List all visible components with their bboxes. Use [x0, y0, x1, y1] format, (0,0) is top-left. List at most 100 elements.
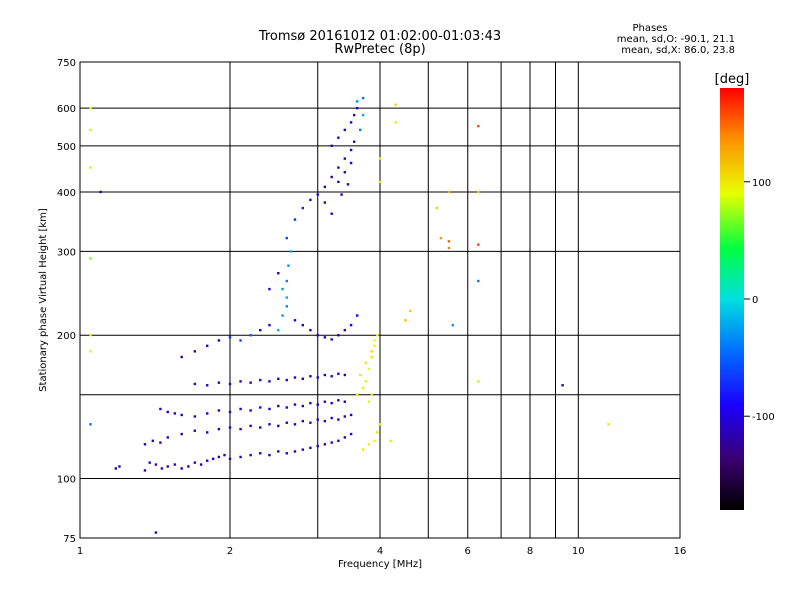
- data-point: [316, 376, 319, 379]
- data-point: [293, 450, 297, 453]
- data-point: [228, 336, 232, 339]
- x-tick-label: 8: [527, 546, 533, 557]
- data-point: [193, 429, 197, 432]
- data-point: [217, 381, 221, 384]
- data-point: [376, 431, 379, 434]
- data-point: [114, 467, 118, 470]
- data-point: [180, 355, 183, 359]
- data-point: [89, 334, 92, 337]
- data-point: [355, 393, 359, 396]
- data-point: [373, 439, 376, 443]
- data-point: [89, 257, 92, 260]
- data-point: [228, 457, 232, 461]
- data-point: [361, 96, 365, 100]
- data-point: [367, 443, 371, 446]
- data-point: [316, 444, 319, 448]
- data-point: [370, 350, 373, 353]
- data-point: [289, 250, 293, 253]
- data-point: [439, 236, 443, 240]
- data-point: [323, 373, 327, 377]
- data-point: [285, 452, 288, 455]
- data-point: [355, 106, 359, 110]
- data-point: [337, 166, 340, 169]
- data-point: [337, 334, 340, 337]
- data-point: [477, 380, 480, 383]
- data-point: [607, 423, 610, 426]
- data-point: [166, 410, 169, 414]
- data-point: [259, 378, 262, 382]
- data-point: [376, 334, 379, 337]
- data-point: [259, 426, 262, 429]
- data-point: [285, 421, 288, 424]
- data-point: [447, 190, 451, 194]
- x-tick-label: 1: [77, 546, 83, 557]
- data-point: [285, 406, 288, 409]
- data-point: [373, 344, 376, 348]
- data-point: [217, 409, 221, 412]
- data-point: [330, 338, 333, 341]
- y-tick-label: 500: [57, 142, 76, 153]
- data-point: [394, 103, 397, 106]
- data-point: [205, 344, 209, 348]
- data-point: [343, 171, 347, 174]
- data-point: [352, 113, 356, 117]
- data-point: [193, 461, 197, 464]
- data-point: [193, 382, 197, 386]
- data-point: [239, 407, 242, 411]
- x-axis-label: Frequency [MHz]: [338, 559, 422, 570]
- data-point: [330, 401, 333, 405]
- data-point: [370, 355, 373, 359]
- data-point: [316, 334, 319, 337]
- data-point: [337, 180, 340, 184]
- data-point: [349, 432, 353, 436]
- data-point: [293, 319, 297, 322]
- data-point: [287, 264, 290, 267]
- data-point: [160, 467, 164, 470]
- data-point: [89, 166, 92, 169]
- data-point: [249, 381, 252, 384]
- data-point: [404, 319, 407, 322]
- data-point: [159, 407, 162, 411]
- data-point: [89, 106, 92, 110]
- data-point: [268, 380, 271, 383]
- colorbar-unit: [deg]: [715, 72, 750, 87]
- data-point: [355, 314, 359, 317]
- data-point: [217, 427, 221, 431]
- data-point: [277, 272, 280, 275]
- data-point: [154, 531, 158, 534]
- data-point: [205, 431, 209, 434]
- data-point: [205, 384, 209, 387]
- data-point: [361, 113, 365, 117]
- data-point: [118, 465, 121, 468]
- data-point: [370, 393, 373, 396]
- data-point: [447, 240, 451, 243]
- data-point: [285, 236, 288, 240]
- data-point: [277, 424, 280, 428]
- y-tick-label: 400: [57, 188, 76, 199]
- data-point: [378, 180, 382, 184]
- data-point: [435, 206, 438, 210]
- data-point: [293, 218, 297, 221]
- data-point: [394, 121, 397, 124]
- grid-lines: [80, 62, 680, 538]
- data-point: [349, 413, 353, 417]
- data-point: [285, 279, 288, 283]
- data-point: [205, 459, 209, 462]
- data-point: [193, 415, 197, 418]
- x-tick-label: 10: [572, 546, 585, 557]
- data-point: [211, 457, 215, 461]
- data-point: [154, 463, 158, 466]
- data-point: [301, 448, 305, 451]
- data-point: [561, 384, 564, 387]
- data-point: [173, 412, 177, 415]
- y-tick-label: 75: [63, 534, 76, 545]
- data-point: [330, 212, 333, 215]
- data-point: [477, 190, 480, 194]
- data-point: [477, 124, 480, 128]
- y-tick-label: 200: [57, 331, 76, 342]
- y-tick-label: 750: [57, 58, 76, 69]
- scatter-points: [89, 96, 610, 534]
- axis-ticks: 1 2 4 6 8 10 16 75 100 200 300 400 500 600 750: [57, 58, 686, 557]
- data-point: [330, 175, 333, 179]
